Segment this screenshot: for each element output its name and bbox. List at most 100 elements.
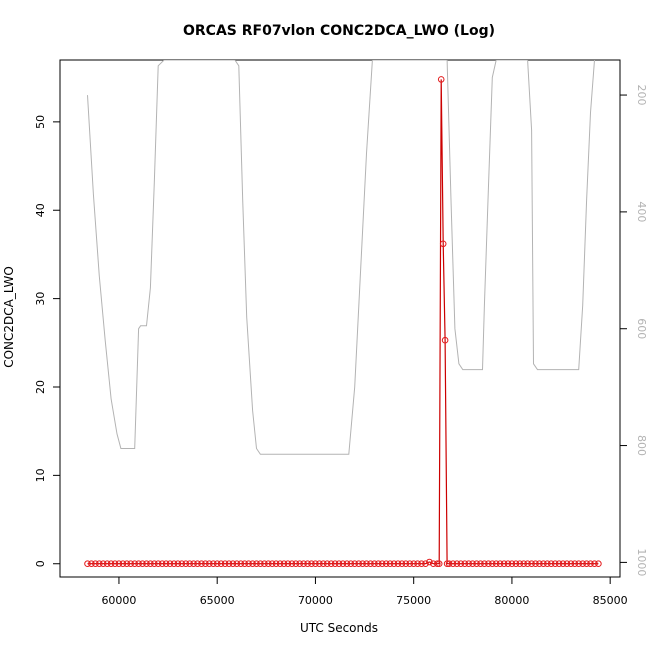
data-point <box>485 560 492 568</box>
data-point <box>190 560 197 568</box>
data-point <box>435 560 443 568</box>
data-point <box>147 560 154 568</box>
y2-tick-label: 800 <box>635 435 648 456</box>
data-point <box>418 560 425 568</box>
data-point <box>481 560 488 568</box>
data-point <box>249 560 256 568</box>
data-point <box>390 560 398 568</box>
data-point <box>563 560 571 568</box>
data-point <box>465 560 473 568</box>
data-point <box>457 560 465 568</box>
data-point <box>544 560 551 568</box>
data-point <box>233 560 241 568</box>
x-axis-label: UTC Seconds <box>300 621 378 635</box>
data-point <box>276 560 284 568</box>
data-point <box>284 560 292 568</box>
data-point <box>151 560 158 568</box>
data-point <box>469 560 476 568</box>
data-point <box>587 560 594 568</box>
data-point <box>304 560 311 568</box>
data-point <box>174 560 182 568</box>
data-point <box>261 560 268 568</box>
plot-frame <box>59 59 621 578</box>
data-point <box>355 560 363 568</box>
data-point <box>579 560 587 568</box>
data-point <box>331 560 339 568</box>
data-point <box>265 560 272 568</box>
data-point <box>473 560 480 568</box>
data-point <box>386 560 394 568</box>
data-point <box>84 560 91 568</box>
data-point <box>439 240 447 248</box>
data-point <box>335 560 343 568</box>
primary-series-line <box>87 79 599 565</box>
data-point <box>524 560 531 568</box>
data-point <box>115 560 123 568</box>
data-point <box>154 560 162 568</box>
data-point <box>182 560 190 568</box>
data-point <box>268 560 276 568</box>
data-point <box>296 560 304 568</box>
y-tick-label: 50 <box>34 115 47 129</box>
data-point <box>99 560 107 568</box>
data-point <box>245 560 252 568</box>
data-point <box>339 560 347 568</box>
data-point <box>595 560 602 568</box>
y-tick-label: 30 <box>34 292 47 306</box>
x-tick-label: 60000 <box>101 594 136 607</box>
data-point <box>170 560 178 568</box>
data-point <box>178 560 186 568</box>
data-point <box>257 560 264 568</box>
data-point <box>410 560 418 568</box>
data-point <box>202 560 209 568</box>
data-point <box>210 560 217 568</box>
data-point <box>351 560 359 568</box>
data-point <box>559 560 567 568</box>
data-point <box>371 560 378 568</box>
data-point <box>92 560 99 568</box>
data-point <box>540 560 547 568</box>
y-tick-label: 40 <box>34 203 47 217</box>
data-point <box>123 560 131 568</box>
data-point <box>166 560 174 568</box>
data-point <box>359 560 366 568</box>
y-tick-label: 10 <box>34 468 47 482</box>
y-axis: 0 10 20 30 40 50 <box>34 115 60 567</box>
data-point <box>591 560 598 568</box>
data-point <box>555 560 563 568</box>
data-point <box>206 560 213 568</box>
data-point <box>162 560 170 568</box>
data-point <box>111 560 119 568</box>
data-point <box>213 560 221 568</box>
secondary-series-line <box>87 60 595 455</box>
x-tick-label: 65000 <box>200 594 235 607</box>
data-point <box>217 560 225 568</box>
data-point <box>194 560 201 568</box>
data-point <box>143 560 150 568</box>
primary-series <box>84 76 602 568</box>
data-point <box>520 560 528 568</box>
data-point <box>398 560 406 568</box>
data-point <box>551 560 559 568</box>
y2-tick-label: 600 <box>635 318 648 339</box>
data-point <box>343 560 351 568</box>
x-tick-label: 70000 <box>298 594 333 607</box>
x-tick-label: 75000 <box>396 594 431 607</box>
data-point <box>500 560 508 568</box>
data-point <box>139 560 146 568</box>
data-point <box>492 560 500 568</box>
data-point <box>347 560 355 568</box>
data-point <box>323 560 331 568</box>
data-point <box>363 560 370 568</box>
data-point <box>536 560 543 568</box>
data-point <box>449 560 457 568</box>
data-point <box>414 560 421 568</box>
data-point <box>280 560 288 568</box>
data-point <box>288 560 296 568</box>
data-point <box>88 560 95 568</box>
data-point <box>528 560 535 568</box>
data-point <box>320 560 327 568</box>
x-tick-label: 85000 <box>593 594 628 607</box>
x-axis: 60000 65000 70000 75000 80000 85000 <box>101 576 628 607</box>
